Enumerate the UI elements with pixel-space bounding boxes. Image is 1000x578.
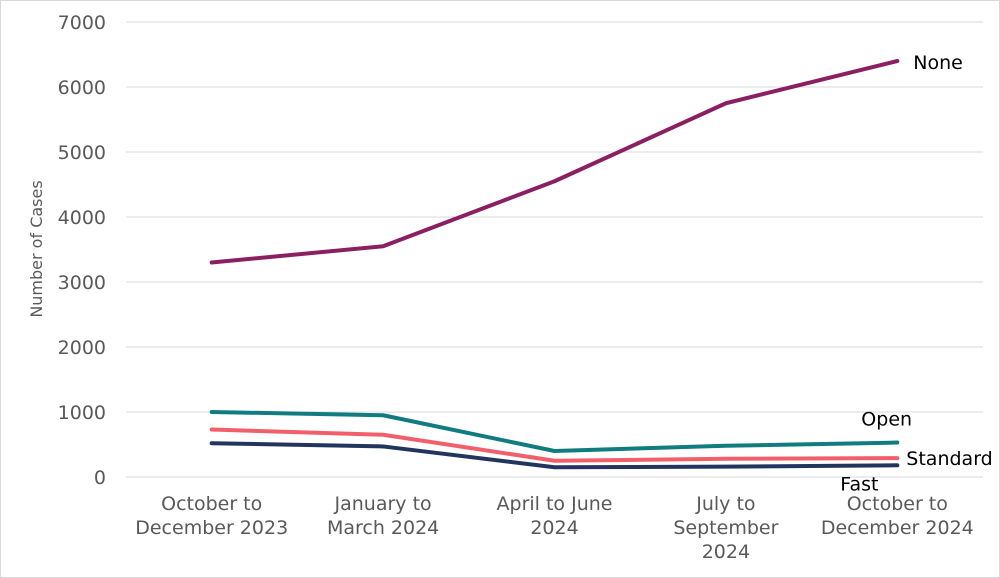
y-tick-label: 3000 bbox=[58, 272, 106, 294]
y-tick-label: 0 bbox=[94, 467, 106, 489]
y-tick-label: 6000 bbox=[58, 77, 106, 99]
y-tick-label: 2000 bbox=[58, 337, 106, 359]
series-line-none bbox=[209, 59, 900, 265]
y-tick-label: 5000 bbox=[58, 142, 106, 164]
y-tick-label: 4000 bbox=[58, 207, 106, 229]
x-tick-label: October to December 2024 bbox=[821, 493, 974, 539]
series-line-fast bbox=[209, 441, 900, 470]
series-label-standard: Standard bbox=[906, 448, 992, 470]
series-line-standard bbox=[209, 427, 900, 463]
y-tick-label: 1000 bbox=[58, 402, 106, 424]
series-label-fast: Fast bbox=[840, 473, 878, 495]
series-label-open: Open bbox=[861, 409, 912, 431]
x-tick-label: April to June 2024 bbox=[497, 493, 613, 539]
series-label-none: None bbox=[913, 52, 963, 74]
y-tick-label: 7000 bbox=[58, 12, 106, 34]
series-line-open bbox=[209, 410, 900, 453]
y-axis-title: Number of Cases bbox=[27, 180, 46, 317]
x-tick-label: October to December 2023 bbox=[135, 493, 288, 539]
x-tick-label: January to March 2024 bbox=[327, 493, 439, 539]
x-tick-label: July to September 2024 bbox=[673, 493, 778, 563]
